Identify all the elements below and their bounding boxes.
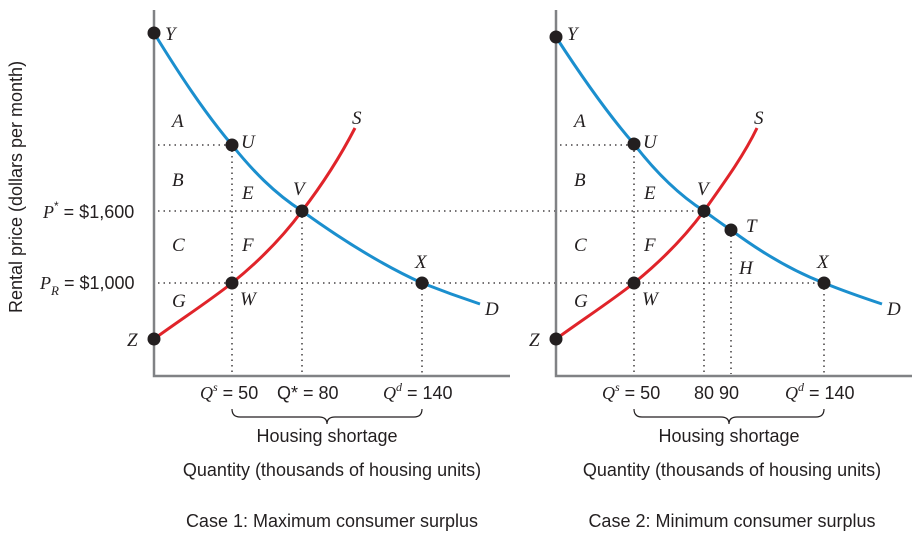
panel-1-label-supply: S bbox=[352, 108, 362, 129]
panel-2-demand-curve bbox=[554, 36, 883, 306]
panel-2-axes bbox=[554, 10, 912, 378]
panel-2-label-y: Y bbox=[567, 24, 580, 45]
panel-2-tick-qs: Qs = 50 bbox=[602, 380, 660, 403]
panel-1-point-z bbox=[147, 332, 161, 346]
panel-1-region-g: G bbox=[172, 291, 186, 312]
panel-1-label-x: X bbox=[414, 252, 428, 273]
p-star-label: P* = $1,600 bbox=[42, 199, 134, 222]
panel-2-tick-80: 80 bbox=[694, 383, 714, 403]
panel-1-point-u bbox=[225, 138, 239, 152]
panel-1-shortage-brace bbox=[231, 408, 423, 425]
panel-2-label-t: T bbox=[746, 216, 758, 237]
panel-1-demand-curve bbox=[152, 32, 481, 306]
panel-2-point-u bbox=[627, 137, 641, 151]
panel-1-tick-qd: Qd = 140 bbox=[383, 380, 453, 403]
panel-2-label-z: Z bbox=[529, 330, 540, 351]
panel-1-region-f: F bbox=[241, 235, 254, 256]
panel-2-point-z bbox=[549, 332, 563, 346]
panel-2-caption: Case 2: Minimum consumer surplus bbox=[588, 511, 875, 531]
panel-2-point-x bbox=[817, 276, 831, 290]
p-r-label: PR = $1,000 bbox=[39, 273, 135, 298]
panel-1-supply-curve bbox=[153, 127, 357, 341]
panel-1-axes bbox=[152, 10, 510, 378]
panel-1-tick-qstar: Q* = 80 bbox=[277, 383, 339, 403]
panel-1: Y U V X W Z S D A B C E F G Qs = 50 Q* =… bbox=[127, 10, 555, 531]
panel-2-label-demand: D bbox=[886, 299, 901, 320]
panel-2-point-t bbox=[724, 223, 738, 237]
panel-2-label-u: U bbox=[643, 132, 658, 153]
panel-2-shortage-brace bbox=[633, 408, 825, 425]
panel-2-point-v bbox=[697, 204, 711, 218]
panel-1-point-x bbox=[415, 276, 429, 290]
y-axis-label: Rental price (dollars per month) bbox=[6, 61, 26, 313]
panel-2-region-c: C bbox=[574, 235, 587, 256]
panel-1-region-b: B bbox=[172, 170, 184, 191]
panel-2-label-v: V bbox=[697, 179, 711, 200]
panel-1-point-w bbox=[225, 276, 239, 290]
panel-2-shortage-label: Housing shortage bbox=[658, 426, 799, 446]
panel-1-region-a: A bbox=[170, 111, 184, 132]
panel-2: Y U V T X W Z S D A B C E F G H Qs = 50 … bbox=[529, 10, 912, 531]
panel-2-region-f: F bbox=[643, 235, 656, 256]
panel-2-supply-curve bbox=[555, 127, 759, 341]
panel-1-label-u: U bbox=[241, 132, 256, 153]
panel-1-region-e: E bbox=[241, 183, 254, 204]
panel-2-label-supply: S bbox=[754, 108, 764, 129]
panel-2-label-x: X bbox=[816, 252, 830, 273]
panel-2-region-g: G bbox=[574, 291, 588, 312]
panel-1-x-axis-label: Quantity (thousands of housing units) bbox=[183, 460, 481, 480]
panel-2-label-w: W bbox=[642, 289, 660, 310]
panel-1-region-c: C bbox=[172, 235, 185, 256]
panel-2-x-axis-label: Quantity (thousands of housing units) bbox=[583, 460, 881, 480]
panel-2-point-y bbox=[549, 30, 563, 44]
panel-2-region-h: H bbox=[738, 258, 754, 279]
panel-1-caption: Case 1: Maximum consumer surplus bbox=[186, 511, 478, 531]
panel-2-tick-qd: Qd = 140 bbox=[785, 380, 855, 403]
panel-2-region-a: A bbox=[572, 111, 586, 132]
panel-1-label-w: W bbox=[240, 289, 258, 310]
panel-1-label-demand: D bbox=[484, 299, 499, 320]
panel-1-point-v bbox=[295, 204, 309, 218]
panel-2-point-w bbox=[627, 276, 641, 290]
panel-1-point-y bbox=[147, 26, 161, 40]
panel-2-tick-90: 90 bbox=[719, 383, 739, 403]
panel-2-region-b: B bbox=[574, 170, 586, 191]
panel-2-region-e: E bbox=[643, 183, 656, 204]
panel-1-tick-qs: Qs = 50 bbox=[200, 380, 258, 403]
panel-1-shortage-label: Housing shortage bbox=[256, 426, 397, 446]
panel-1-label-v: V bbox=[293, 179, 307, 200]
panel-1-label-z: Z bbox=[127, 330, 138, 351]
panel-1-label-y: Y bbox=[165, 24, 178, 45]
